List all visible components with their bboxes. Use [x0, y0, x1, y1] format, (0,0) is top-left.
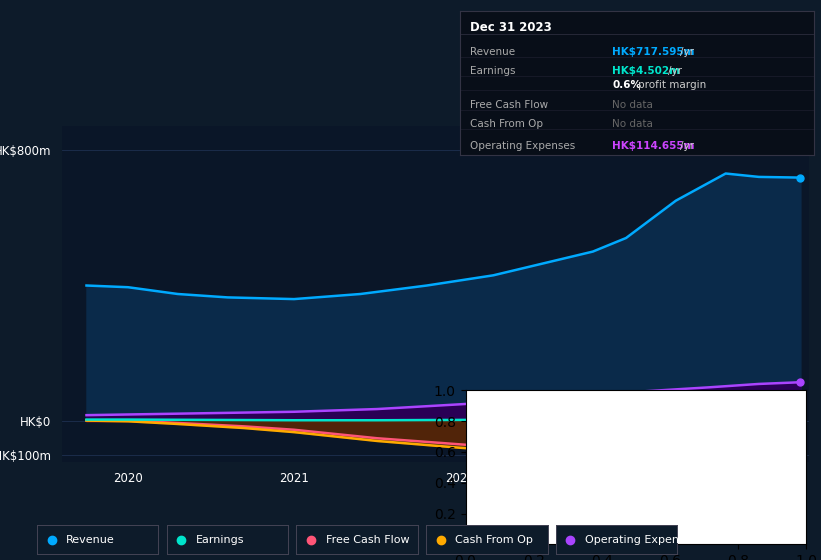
Text: Cash From Op: Cash From Op: [470, 119, 544, 129]
Text: Dec 31 2023: Dec 31 2023: [470, 21, 553, 34]
Text: profit margin: profit margin: [638, 80, 706, 90]
Text: HK$114.655m: HK$114.655m: [612, 141, 695, 151]
Text: Cash From Op: Cash From Op: [456, 535, 533, 545]
Text: /yr: /yr: [668, 66, 682, 76]
Text: Operating Expenses: Operating Expenses: [585, 535, 697, 545]
Text: /yr: /yr: [681, 47, 695, 57]
Text: Earnings: Earnings: [196, 535, 245, 545]
Text: HK$717.595m: HK$717.595m: [612, 47, 695, 57]
Text: Earnings: Earnings: [470, 66, 516, 76]
Text: No data: No data: [612, 119, 654, 129]
Text: Revenue: Revenue: [470, 47, 516, 57]
Text: No data: No data: [612, 100, 654, 110]
Text: /yr: /yr: [681, 141, 695, 151]
Text: Revenue: Revenue: [67, 535, 115, 545]
Text: Operating Expenses: Operating Expenses: [470, 141, 576, 151]
Text: 0.6%: 0.6%: [612, 80, 641, 90]
Text: Free Cash Flow: Free Cash Flow: [326, 535, 409, 545]
Text: HK$4.502m: HK$4.502m: [612, 66, 681, 76]
Text: Free Cash Flow: Free Cash Flow: [470, 100, 548, 110]
